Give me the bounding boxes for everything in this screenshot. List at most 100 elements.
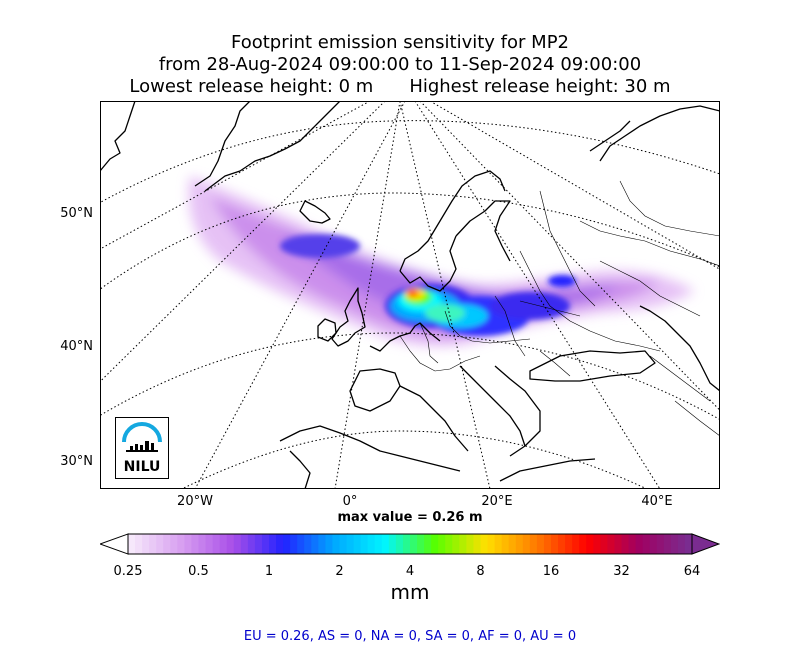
colorbar-cell: [339, 534, 348, 554]
colorbar-tick-label: 2: [335, 564, 344, 579]
colorbar-cell: [522, 534, 531, 554]
colorbar-cell: [276, 534, 284, 554]
colorbar-cell: [410, 534, 418, 554]
lon-label-20e: 20°E: [481, 494, 513, 509]
colorbar-cell: [254, 534, 263, 554]
colorbar-cell: [417, 534, 425, 554]
colorbar-cell: [247, 534, 256, 554]
lat-label-50n: 50°N: [60, 206, 93, 221]
colorbar-cell: [290, 534, 298, 554]
title-line-1: Footprint emission sensitivity for MP2: [230, 32, 569, 53]
colorbar-cell: [163, 534, 171, 554]
colorbar-cell: [170, 534, 178, 554]
max-value-label: max value = 0.26 m: [337, 510, 483, 525]
colorbar-cell: [438, 534, 446, 554]
nilu-logo-icon: [122, 422, 162, 452]
lon-label-0: 0°: [342, 494, 358, 509]
colorbar-cell: [515, 534, 524, 554]
colorbar-cell: [424, 534, 432, 554]
sensitivity-plume: [188, 176, 695, 347]
graticule: [100, 101, 720, 489]
colorbar-cell: [135, 534, 143, 554]
footprint-map: [100, 101, 720, 489]
colorbar-cell: [579, 534, 587, 554]
colorbar-cell: [212, 534, 221, 554]
colorbar-cell: [240, 534, 249, 554]
coastlines: [100, 101, 720, 489]
colorbar-cell: [628, 534, 637, 554]
colorbar-tick-label: 0.25: [113, 564, 143, 579]
colorbar-cell: [452, 534, 460, 554]
colorbar-unit: mm: [390, 580, 430, 604]
colorbar-cell: [311, 534, 319, 554]
colorbar-cell: [156, 534, 164, 554]
colorbar-cell: [543, 534, 552, 554]
country-borders: [399, 180, 720, 437]
colorbar-cell: [466, 534, 475, 554]
colorbar-cell: [459, 534, 467, 554]
colorbar-cell: [149, 534, 157, 554]
lon-label-40e: 40°E: [641, 494, 673, 509]
colorbar-cell: [642, 534, 651, 554]
lat-label-40n: 40°N: [60, 339, 93, 354]
colorbar-cell: [614, 534, 623, 554]
colorbar-tick-label: 32: [613, 564, 630, 579]
colorbar-cell: [205, 534, 214, 554]
title-line-2: from 28-Aug-2024 09:00:00 to 11-Sep-2024…: [158, 54, 642, 75]
colorbar-cell: [508, 534, 517, 554]
colorbar-cell: [473, 534, 482, 554]
colorbar-cell: [395, 534, 404, 554]
colorbar-cell: [607, 534, 616, 554]
colorbar-cell: [600, 534, 608, 554]
colorbar-max-extension: [691, 533, 720, 555]
colorbar-cell: [494, 534, 503, 554]
colorbar-cell: [501, 534, 510, 554]
colorbar-cell: [128, 534, 136, 554]
colorbar-cell: [684, 534, 693, 554]
nilu-logo: NILU: [115, 417, 169, 479]
colorbar: [100, 533, 720, 555]
colorbar-cell: [304, 534, 312, 554]
colorbar-cell: [325, 534, 334, 554]
colorbar-cell: [191, 534, 200, 554]
colorbar-tick-label: 64: [683, 564, 701, 579]
colorbar-cell: [198, 534, 207, 554]
lat-label-30n: 30°N: [60, 454, 93, 469]
colorbar-tick-label: 8: [476, 564, 485, 579]
colorbar-cell: [226, 534, 235, 554]
colorbar-cell: [649, 534, 658, 554]
colorbar-cell: [593, 534, 601, 554]
colorbar-cell: [480, 534, 489, 554]
colorbar-tick-label: 1: [264, 564, 274, 579]
colorbar-cell: [184, 534, 193, 554]
colorbar-cell: [670, 534, 679, 554]
colorbar-tick-label: 0.5: [188, 564, 209, 579]
colorbar-cell: [367, 534, 376, 554]
highest-release-height: Highest release height: 30 m: [409, 76, 671, 97]
colorbar-cell: [261, 534, 270, 554]
colorbar-cell: [353, 534, 362, 554]
colorbar-cell: [677, 534, 686, 554]
colorbar-cell: [233, 534, 242, 554]
colorbar-cell: [402, 534, 411, 554]
colorbar-cell: [318, 534, 326, 554]
colorbar-cell: [572, 534, 580, 554]
region-summary: EU = 0.26, AS = 0, NA = 0, SA = 0, AF = …: [243, 629, 577, 644]
colorbar-cell: [431, 534, 439, 554]
colorbar-tick-label: 4: [405, 564, 415, 579]
colorbar-cell: [269, 534, 277, 554]
colorbar-cell: [663, 534, 672, 554]
colorbar-min-extension: [100, 533, 129, 555]
colorbar-cell: [656, 534, 665, 554]
colorbar-cell: [142, 534, 150, 554]
colorbar-cell: [332, 534, 341, 554]
colorbar-tick-label: 16: [542, 564, 560, 579]
colorbar-cell: [586, 534, 594, 554]
colorbar-cell: [381, 534, 390, 554]
lowest-release-height: Lowest release height: 0 m: [129, 76, 374, 97]
colorbar-cell: [219, 534, 228, 554]
colorbar-cell: [621, 534, 630, 554]
colorbar-cell: [177, 534, 185, 554]
title-line-3: Lowest release height: 0 m Highest releas…: [0, 76, 800, 98]
colorbar-cell: [297, 534, 305, 554]
